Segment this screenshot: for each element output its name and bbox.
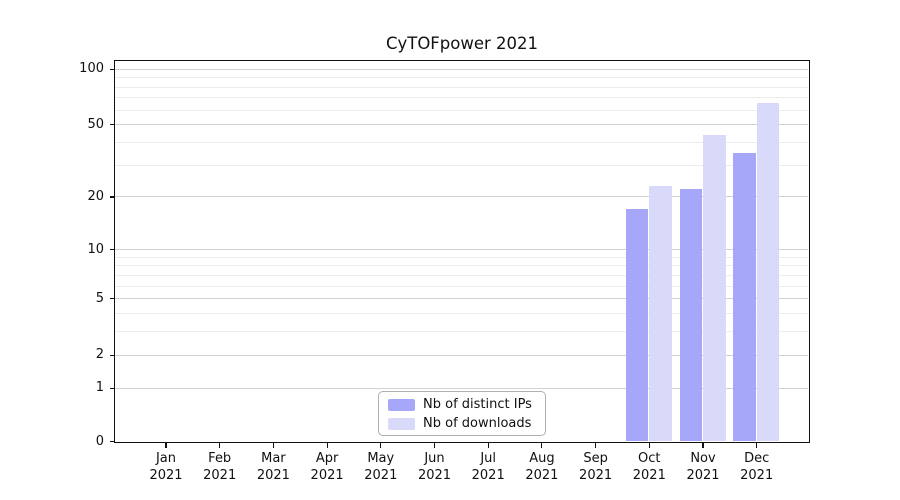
x-tick-label: May 2021 (364, 451, 398, 483)
bar-distinct-ips-oct (625, 209, 649, 441)
x-tick-label: Dec 2021 (740, 451, 774, 483)
chart-title: CyTOFpower 2021 (385, 34, 539, 53)
minor-gridline (115, 97, 808, 99)
y-tick-label: 2 (95, 347, 104, 363)
legend-item-downloads: Nb of downloads (388, 414, 545, 433)
legend-label-distinct-ips: Nb of distinct IPs (423, 397, 532, 412)
y-tick (109, 248, 114, 251)
x-tick-label: Nov 2021 (686, 451, 720, 483)
bar-downloads-oct (649, 185, 672, 441)
major-gridline (115, 387, 808, 389)
x-tick (541, 443, 543, 448)
x-tick (380, 443, 382, 448)
minor-gridline (115, 285, 808, 287)
major-gridline (115, 124, 808, 126)
minor-gridline (115, 86, 808, 88)
major-gridline (115, 68, 808, 70)
plot-area (114, 60, 810, 443)
minor-gridline (115, 265, 808, 267)
major-gridline (115, 354, 808, 356)
bar-downloads-dec (756, 103, 780, 441)
minor-gridline (115, 142, 808, 144)
y-tick (109, 124, 114, 126)
x-tick (702, 443, 704, 448)
y-tick-label: 5 (95, 290, 104, 306)
legend-swatch-distinct-ips (388, 398, 415, 411)
bar-downloads-nov (703, 134, 726, 441)
minor-gridline (115, 331, 808, 333)
minor-gridline (115, 109, 808, 111)
y-tick (109, 196, 114, 198)
minor-gridline (115, 256, 808, 258)
y-tick (109, 354, 114, 356)
x-tick (433, 443, 436, 448)
x-tick-label: Jan 2021 (149, 451, 183, 483)
x-tick (272, 443, 274, 448)
major-gridline (115, 298, 808, 300)
legend: Nb of distinct IPs Nb of downloads (378, 391, 546, 436)
legend-label-downloads: Nb of downloads (423, 416, 532, 431)
x-tick (326, 443, 328, 448)
x-tick-label: Aug 2021 (525, 451, 559, 483)
x-tick (648, 443, 650, 448)
minor-gridline (115, 77, 808, 79)
y-tick (109, 298, 114, 300)
x-tick-label: Oct 2021 (632, 451, 666, 483)
minor-gridline (115, 313, 808, 315)
y-tick-label: 100 (79, 61, 104, 77)
x-tick-label: Jul 2021 (471, 451, 505, 483)
y-tick-label: 0 (95, 433, 104, 449)
x-tick (595, 443, 597, 448)
x-tick (165, 443, 167, 448)
legend-swatch-downloads (388, 417, 415, 430)
x-tick (756, 443, 758, 448)
y-tick-label: 10 (87, 241, 104, 257)
x-tick-label: Apr 2021 (310, 451, 344, 483)
x-tick-label: Jun 2021 (417, 451, 452, 483)
y-tick (109, 68, 114, 70)
x-tick (487, 443, 489, 448)
bar-distinct-ips-dec (733, 152, 756, 441)
major-gridline (115, 249, 808, 251)
bar-distinct-ips-nov (679, 189, 702, 441)
x-tick-label: Sep 2021 (579, 451, 613, 483)
y-tick (109, 440, 114, 443)
x-tick (219, 443, 221, 448)
major-gridline (115, 196, 808, 198)
y-tick-label: 1 (95, 380, 104, 396)
minor-gridline (115, 274, 808, 276)
y-tick-label: 50 (87, 116, 104, 132)
y-tick-label: 20 (87, 188, 104, 204)
y-tick (109, 387, 114, 389)
x-tick-label: Mar 2021 (256, 451, 290, 483)
minor-gridline (115, 164, 808, 166)
x-tick-label: Feb 2021 (203, 451, 237, 483)
legend-item-distinct-ips: Nb of distinct IPs (388, 395, 545, 414)
